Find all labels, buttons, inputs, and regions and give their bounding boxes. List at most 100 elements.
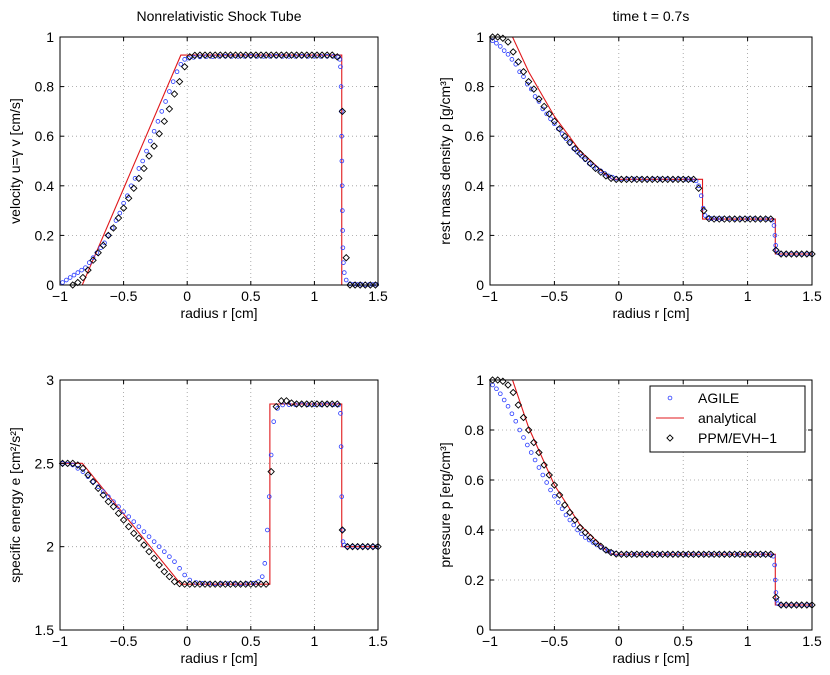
agile-point: [525, 442, 530, 448]
ppm-point: [756, 215, 765, 223]
ppm-point: [761, 550, 770, 558]
agile-point: [268, 452, 274, 458]
ppm-point: [257, 51, 265, 59]
ppm-point: [170, 577, 179, 586]
agile-point: [548, 116, 553, 122]
ppm-point: [84, 471, 92, 479]
ppm-point: [633, 175, 641, 184]
x-tick-label: 1: [311, 288, 319, 304]
ppm-point: [674, 175, 682, 184]
y-tick-label: 0.4: [465, 522, 485, 538]
ppm-point: [591, 164, 600, 173]
ppm-point: [145, 547, 153, 556]
ppm-point: [74, 278, 82, 287]
x-tick-label: −0.5: [541, 633, 569, 649]
y-tick-label: 1: [46, 29, 54, 45]
ppm-point: [509, 388, 517, 397]
agile-point: [178, 61, 184, 67]
agile-point: [64, 277, 69, 283]
legend-label: analytical: [698, 410, 756, 426]
agile-point: [536, 465, 542, 470]
ppm-point: [736, 550, 744, 558]
ppm-point: [772, 593, 780, 602]
ppm-point: [787, 601, 796, 609]
ppm-point: [303, 51, 311, 59]
agile-point: [156, 544, 162, 549]
ppm-point: [581, 528, 590, 537]
agile-point: [719, 216, 725, 222]
agile-point: [340, 208, 345, 213]
y-tick-label: 1.5: [35, 622, 55, 638]
ppm-point: [493, 376, 502, 384]
ppm-point: [504, 381, 512, 389]
legend: AGILE analytical PPM/EVH−1: [649, 385, 806, 453]
ppm-point: [226, 51, 235, 59]
agile-point: [60, 280, 65, 285]
ppm-point: [684, 175, 693, 184]
agile-point: [67, 275, 73, 280]
ppm-point: [79, 273, 87, 282]
agile-point: [771, 223, 777, 228]
ppm-point: [535, 448, 543, 457]
ppm-point: [170, 90, 179, 98]
agile-point: [136, 524, 142, 529]
agile-point: [144, 148, 149, 154]
agile-point: [505, 52, 511, 57]
agile-point: [339, 133, 344, 139]
ppm-point: [576, 523, 584, 532]
ppm-point: [369, 542, 377, 551]
ppm-point: [236, 51, 245, 59]
ppm-point: [99, 241, 107, 250]
agile-point: [262, 561, 268, 566]
agile-point: [513, 418, 519, 424]
agile-point: [163, 99, 168, 104]
ppm-point: [277, 51, 286, 59]
agile-point: [182, 572, 187, 578]
ppm-point: [351, 281, 359, 289]
ppm-point: [191, 580, 199, 588]
ppm-point: [720, 215, 729, 223]
y-tick-label: 0.6: [35, 128, 55, 144]
axes-frame: [59, 36, 379, 286]
agile-point: [772, 577, 778, 583]
ppm-point: [150, 554, 158, 563]
ppm-point: [216, 51, 225, 59]
y-tick-label: 1: [476, 372, 484, 388]
agile-point: [340, 527, 345, 533]
ppm-point: [633, 550, 641, 558]
ppm-point: [247, 580, 255, 588]
ppm-point: [664, 550, 672, 558]
x-tick-label: 1: [744, 288, 752, 304]
agile-point: [275, 406, 280, 411]
ppm-point: [287, 51, 296, 59]
ppm-point: [150, 142, 158, 150]
ppm-point: [782, 601, 790, 609]
x-tick-label: 0.5: [241, 288, 261, 304]
agile-point: [709, 551, 714, 557]
agile-point: [497, 391, 503, 397]
ppm-point: [705, 214, 713, 223]
ppm-point: [140, 164, 148, 173]
ppm-point: [679, 550, 687, 558]
ppm-point: [705, 550, 713, 558]
ppm-point: [674, 550, 682, 558]
y-axis-label: rest mass density ρ [g/cm³]: [437, 77, 453, 244]
ppm-point: [165, 105, 174, 113]
ppm-point: [165, 572, 174, 581]
ppm-point: [109, 224, 118, 232]
agile-point: [177, 566, 182, 571]
ppm-point: [586, 533, 595, 542]
ppm-point: [777, 601, 785, 609]
y-tick-label: 0.2: [35, 227, 55, 243]
y-tick-label: 0: [46, 277, 54, 293]
x-tick-label: 1.5: [368, 288, 388, 304]
agile-point: [174, 69, 180, 75]
ppm-point: [211, 580, 219, 588]
x-tick-label: 0.5: [673, 288, 693, 304]
agile-point: [619, 176, 624, 182]
agile-point: [100, 489, 106, 494]
ppm-point: [591, 538, 600, 547]
ppm-point: [262, 51, 270, 59]
ppm-point: [358, 542, 367, 551]
ppm-point: [252, 51, 260, 59]
